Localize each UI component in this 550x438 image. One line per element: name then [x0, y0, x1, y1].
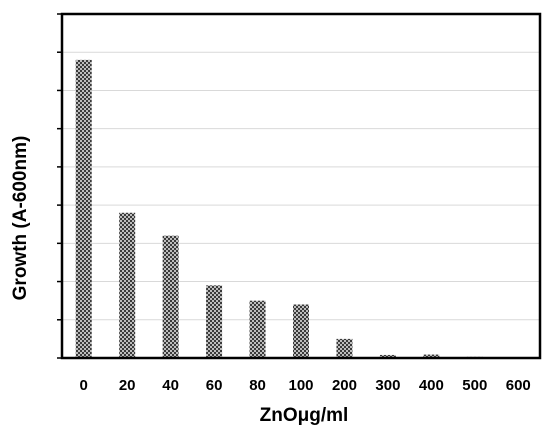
x-tick-label: 400 — [419, 377, 444, 394]
bar-80 — [249, 300, 266, 358]
bar-60 — [206, 285, 223, 358]
bar-200 — [336, 338, 353, 358]
x-tick-label: 40 — [162, 377, 179, 394]
x-tick-labels: 0 20 40 60 80 100 200 300 400 500 600 — [80, 377, 531, 394]
x-tick-label: 300 — [375, 377, 400, 394]
bar-400 — [423, 354, 440, 358]
x-tick-label: 500 — [462, 377, 487, 394]
x-tick-label: 100 — [288, 377, 313, 394]
y-ticks — [57, 13, 62, 359]
x-axis-title: ZnOμg/ml — [260, 405, 349, 426]
bars — [75, 59, 527, 358]
gridlines — [62, 51, 540, 321]
x-tick-label: 80 — [249, 377, 266, 394]
x-tick-label: 60 — [206, 377, 223, 394]
bar-100 — [293, 304, 309, 358]
plot-frame — [60, 12, 542, 360]
bar-0 — [75, 59, 92, 358]
bar-300 — [379, 354, 396, 358]
x-tick-label: 200 — [332, 377, 357, 394]
x-tick-label: 0 — [80, 377, 88, 394]
bar-40 — [162, 235, 179, 358]
x-tick-label: 600 — [506, 377, 531, 394]
x-tick-label: 20 — [119, 377, 136, 394]
bar-20 — [119, 212, 136, 358]
y-axis-title: Growth (A-600nm) — [10, 136, 31, 301]
